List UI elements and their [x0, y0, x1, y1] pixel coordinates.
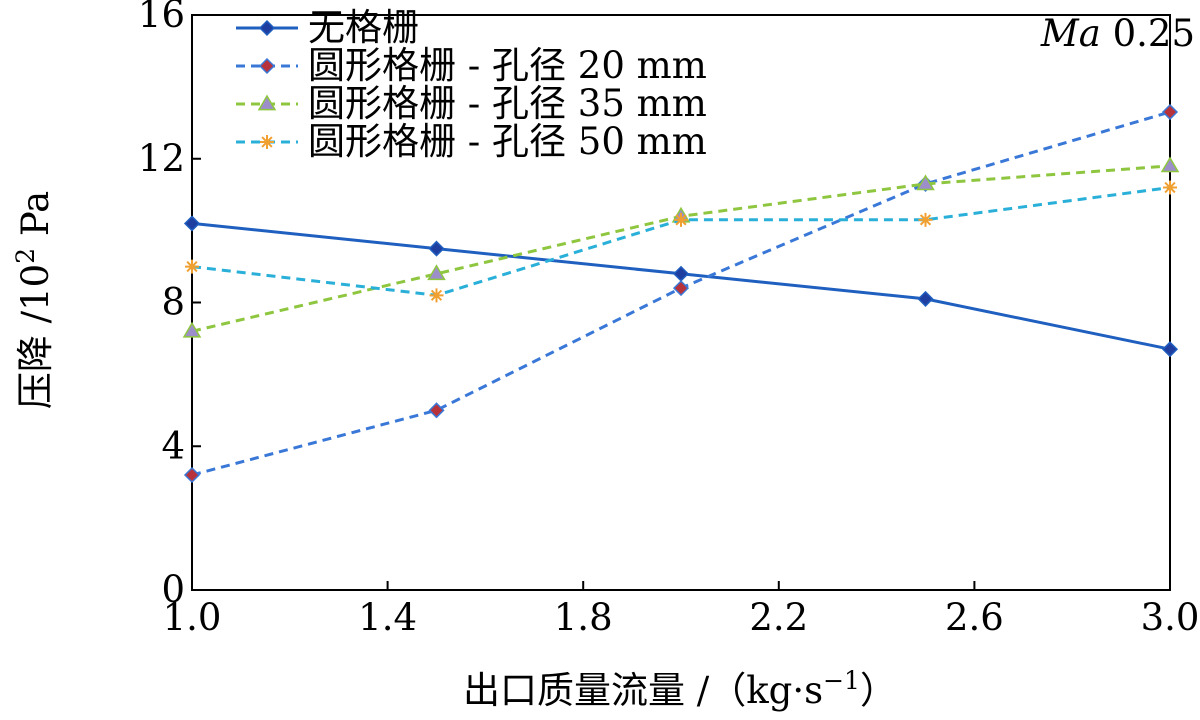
legend-swatch-marker	[257, 94, 277, 111]
legend-item-2: 圆形格栅 - 孔径 20 mm	[236, 44, 707, 87]
data-point	[183, 466, 201, 484]
legend-label: 无格栅	[308, 6, 419, 49]
x-tick-label: 1.4	[358, 596, 417, 639]
data-point	[1161, 103, 1179, 121]
data-point	[1163, 180, 1177, 195]
legend-item-1: 无格栅	[236, 6, 419, 49]
series-4	[185, 180, 1177, 303]
y-tick-label: 16	[138, 0, 185, 36]
y-axis-title-main: 压降 /10	[14, 264, 57, 409]
data-point	[182, 321, 202, 338]
x-axis-title-main: 出口质量流量 /（kg·s	[463, 669, 823, 712]
series-layer	[182, 103, 1180, 484]
y-axis-title: 压降 /102 Pa	[11, 191, 57, 409]
data-point	[672, 280, 690, 297]
legend-label: 圆形格栅 - 孔径 20 mm	[308, 44, 707, 87]
legend-item-4: 圆形格栅 - 孔径 50 mm	[236, 120, 707, 163]
y-tick-label: 8	[161, 281, 185, 324]
data-point	[185, 259, 199, 274]
y-axis-title-end: Pa	[14, 191, 57, 248]
legend-swatch-marker	[260, 135, 274, 149]
data-point	[674, 212, 688, 227]
series-line	[191, 164, 1171, 333]
legend-swatch-marker	[258, 19, 276, 37]
x-tick-label: 1.0	[163, 596, 222, 639]
data-point	[1161, 341, 1179, 358]
data-point	[427, 264, 446, 281]
x-tick-label: 1.8	[554, 596, 613, 639]
data-point	[183, 215, 201, 232]
series-1	[183, 215, 1179, 358]
x-axis-title: 出口质量流量 /（kg·s−1）	[463, 666, 897, 712]
mach-annotation: Ma 0.25	[1040, 12, 1195, 55]
legend-label: 圆形格栅 - 孔径 35 mm	[308, 82, 707, 125]
legend-item-3: 圆形格栅 - 孔径 35 mm	[236, 82, 707, 125]
legend-label: 圆形格栅 - 孔径 50 mm	[308, 120, 707, 163]
data-point	[429, 288, 444, 303]
x-tick-label: 2.2	[749, 596, 808, 639]
x-axis-title-sup: −1	[823, 666, 860, 695]
data-point	[1160, 156, 1180, 173]
mach-annotation-italic: Ma	[1040, 12, 1101, 55]
axes: 1.0 1.4 1.8 2.2 2.6 3.0 0 4 8 12 16	[138, 0, 1200, 639]
series-3	[182, 156, 1180, 338]
data-point	[428, 240, 445, 257]
legend-swatch-marker	[258, 57, 276, 75]
data-point	[917, 290, 934, 307]
data-point	[672, 265, 690, 282]
y-axis-title-sup: 2	[11, 248, 40, 264]
y-tick-label: 0	[161, 568, 185, 611]
y-tick-label: 12	[138, 137, 185, 180]
data-point	[428, 402, 445, 419]
data-point	[916, 174, 935, 191]
y-tick-label: 4	[161, 424, 185, 467]
x-tick-label: 2.6	[945, 596, 1004, 639]
x-axis-title-end: ）	[860, 669, 897, 712]
data-point	[918, 212, 933, 227]
mach-annotation-value: 0.25	[1101, 12, 1195, 55]
x-tick-label: 3.0	[1141, 596, 1200, 639]
